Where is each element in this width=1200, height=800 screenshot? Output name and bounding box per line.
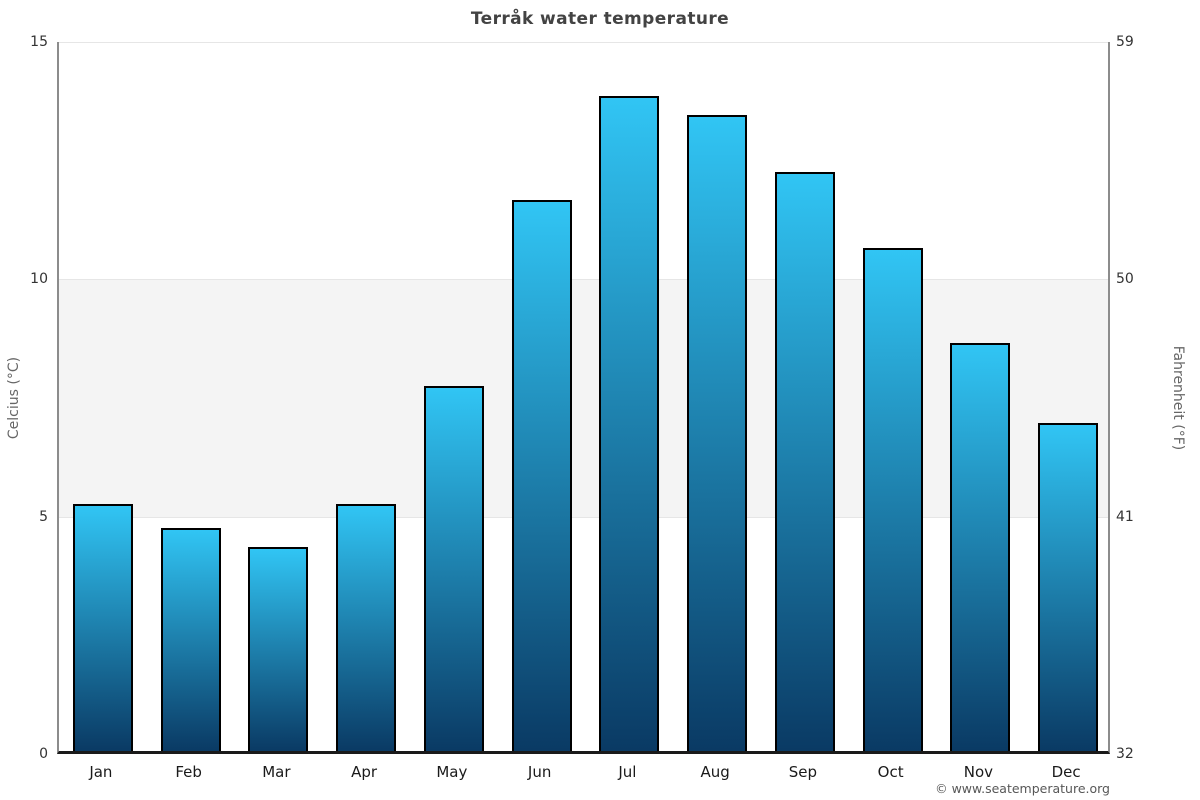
ytick-fahrenheit-59: 59 [1116,34,1134,50]
xtick-month-may: May [436,763,468,781]
xtick-month-sep: Sep [788,763,818,781]
bar-sep [774,171,835,751]
copyright-text: © www.seatemperature.org [935,781,1110,796]
bar-jun [511,200,572,751]
gridline-5c [59,516,1108,518]
xtick-month-nov: Nov [963,763,994,781]
bar-may [423,385,484,751]
chart-title: Terråk water temperature [470,9,730,29]
ytick-fahrenheit-50: 50 [1116,271,1134,288]
gridline-15c [59,42,1108,43]
xtick-month-feb: Feb [175,763,202,781]
xtick-month-jul: Jul [618,763,637,781]
plot-area [57,42,1110,754]
ytick-celsius-0: 0 [39,746,48,762]
bar-aug [687,114,748,751]
bar-oct [862,247,923,751]
ytick-celsius-10: 10 [30,271,48,288]
ytick-fahrenheit-32: 32 [1116,746,1134,762]
xtick-month-apr: Apr [351,763,378,781]
ytick-celsius-5: 5 [39,508,48,525]
xtick-month-dec: Dec [1051,763,1081,781]
bar-mar [248,546,309,751]
bar-dec [1038,423,1099,751]
bar-apr [336,504,397,751]
bar-nov [950,342,1011,751]
xtick-month-jun: Jun [527,763,552,781]
ytick-fahrenheit-41: 41 [1116,508,1134,525]
xtick-month-jan: Jan [89,763,113,781]
shaded-band-5-10 [59,279,1108,517]
y-axis-title-fahrenheit: Fahrenheit (°F) [1170,345,1186,451]
bar-jan [72,504,133,751]
xtick-month-mar: Mar [262,763,291,781]
gridline-10c [59,279,1108,281]
ytick-celsius-15: 15 [30,34,48,50]
xtick-month-oct: Oct [877,763,904,781]
xtick-month-aug: Aug [700,763,730,781]
y-axis-title-celsius: Celcius (°C) [6,356,22,440]
bar-jul [599,95,660,751]
bar-feb [160,527,221,751]
